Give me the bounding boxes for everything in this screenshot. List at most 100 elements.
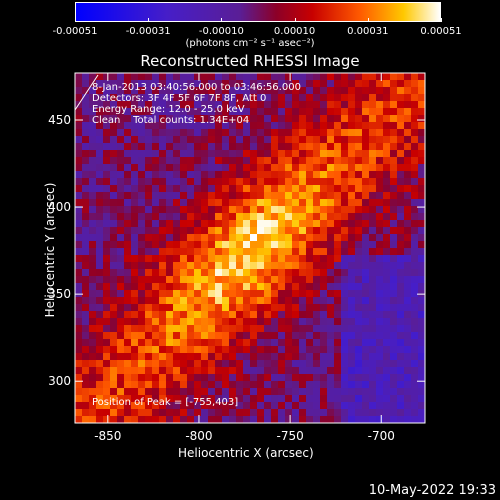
heatmap-pixel (222, 122, 229, 129)
heatmap-pixel (166, 143, 173, 150)
heatmap-pixel (103, 157, 110, 164)
heatmap-pixel (299, 234, 306, 241)
heatmap-pixel (138, 297, 145, 304)
heatmap-pixel (208, 101, 215, 108)
heatmap-pixel (166, 178, 173, 185)
heatmap-pixel (96, 206, 103, 213)
heatmap-pixel (299, 360, 306, 367)
heatmap-pixel (341, 108, 348, 115)
heatmap-pixel (411, 339, 418, 346)
heatmap-pixel (208, 115, 215, 122)
heatmap-pixel (75, 346, 82, 353)
heatmap-pixel (82, 395, 89, 402)
heatmap-pixel (166, 94, 173, 101)
heatmap-pixel (89, 353, 96, 360)
heatmap-pixel (222, 199, 229, 206)
heatmap-pixel (306, 276, 313, 283)
heatmap-pixel (299, 115, 306, 122)
heatmap-pixel (355, 332, 362, 339)
heatmap-pixel (313, 290, 320, 297)
heatmap-pixel (152, 101, 159, 108)
heatmap-pixel (376, 115, 383, 122)
heatmap-pixel (117, 164, 124, 171)
heatmap-pixel (173, 199, 180, 206)
heatmap-pixel (320, 367, 327, 374)
heatmap-pixel (75, 73, 82, 80)
heatmap-pixel (75, 339, 82, 346)
heatmap-pixel (299, 332, 306, 339)
heatmap-pixel (327, 199, 334, 206)
heatmap-pixel (320, 206, 327, 213)
heatmap-pixel (152, 129, 159, 136)
heatmap-pixel (278, 87, 285, 94)
heatmap-pixel (418, 192, 425, 199)
heatmap-pixel (278, 178, 285, 185)
heatmap-pixel (411, 234, 418, 241)
heatmap-pixel (124, 367, 131, 374)
heatmap-pixel (180, 346, 187, 353)
heatmap-pixel (404, 346, 411, 353)
heatmap-pixel (173, 381, 180, 388)
heatmap-pixel (187, 276, 194, 283)
heatmap-pixel (243, 101, 250, 108)
heatmap-pixel (306, 192, 313, 199)
heatmap-pixel (411, 220, 418, 227)
heatmap-pixel (390, 297, 397, 304)
heatmap-pixel (376, 304, 383, 311)
heatmap-pixel (285, 353, 292, 360)
heatmap-pixel (159, 276, 166, 283)
heatmap-pixel (131, 367, 138, 374)
heatmap-pixel (383, 402, 390, 409)
heatmap-pixel (152, 346, 159, 353)
heatmap-pixel (411, 374, 418, 381)
heatmap-pixel (355, 213, 362, 220)
heatmap-pixel (159, 297, 166, 304)
heatmap-pixel (404, 80, 411, 87)
heatmap-pixel (201, 199, 208, 206)
heatmap-pixel (131, 101, 138, 108)
heatmap-pixel (278, 297, 285, 304)
heatmap-pixel (166, 227, 173, 234)
heatmap-pixel (418, 185, 425, 192)
heatmap-pixel (243, 164, 250, 171)
heatmap-pixel (411, 248, 418, 255)
heatmap-pixel (103, 360, 110, 367)
heatmap-pixel (390, 213, 397, 220)
heatmap-pixel (390, 227, 397, 234)
heatmap-pixel (208, 325, 215, 332)
heatmap-pixel (166, 220, 173, 227)
heatmap-pixel (166, 136, 173, 143)
heatmap-pixel (159, 171, 166, 178)
heatmap-pixel (166, 171, 173, 178)
heatmap-pixel (82, 108, 89, 115)
heatmap-pixel (208, 395, 215, 402)
heatmap-pixel (215, 318, 222, 325)
heatmap-pixel (215, 276, 222, 283)
heatmap-pixel (390, 157, 397, 164)
heatmap-pixel (285, 290, 292, 297)
heatmap-pixel (131, 388, 138, 395)
heatmap-pixel (152, 178, 159, 185)
heatmap-pixel (103, 318, 110, 325)
heatmap-pixel (159, 332, 166, 339)
heatmap-pixel (348, 136, 355, 143)
heatmap-pixel (243, 143, 250, 150)
heatmap-pixel (159, 136, 166, 143)
heatmap-pixel (257, 332, 264, 339)
heatmap-pixel (173, 283, 180, 290)
heatmap-pixel (75, 353, 82, 360)
heatmap-pixel (257, 192, 264, 199)
heatmap-pixel (110, 409, 117, 416)
heatmap-pixel (334, 332, 341, 339)
heatmap-pixel (390, 241, 397, 248)
heatmap-pixel (208, 367, 215, 374)
heatmap-pixel (145, 164, 152, 171)
heatmap-pixel (152, 220, 159, 227)
heatmap-pixel (397, 220, 404, 227)
heatmap-pixel (173, 234, 180, 241)
heatmap-pixel (201, 220, 208, 227)
heatmap-pixel (418, 178, 425, 185)
heatmap-pixel (397, 129, 404, 136)
heatmap-pixel (75, 143, 82, 150)
heatmap-pixel (89, 227, 96, 234)
